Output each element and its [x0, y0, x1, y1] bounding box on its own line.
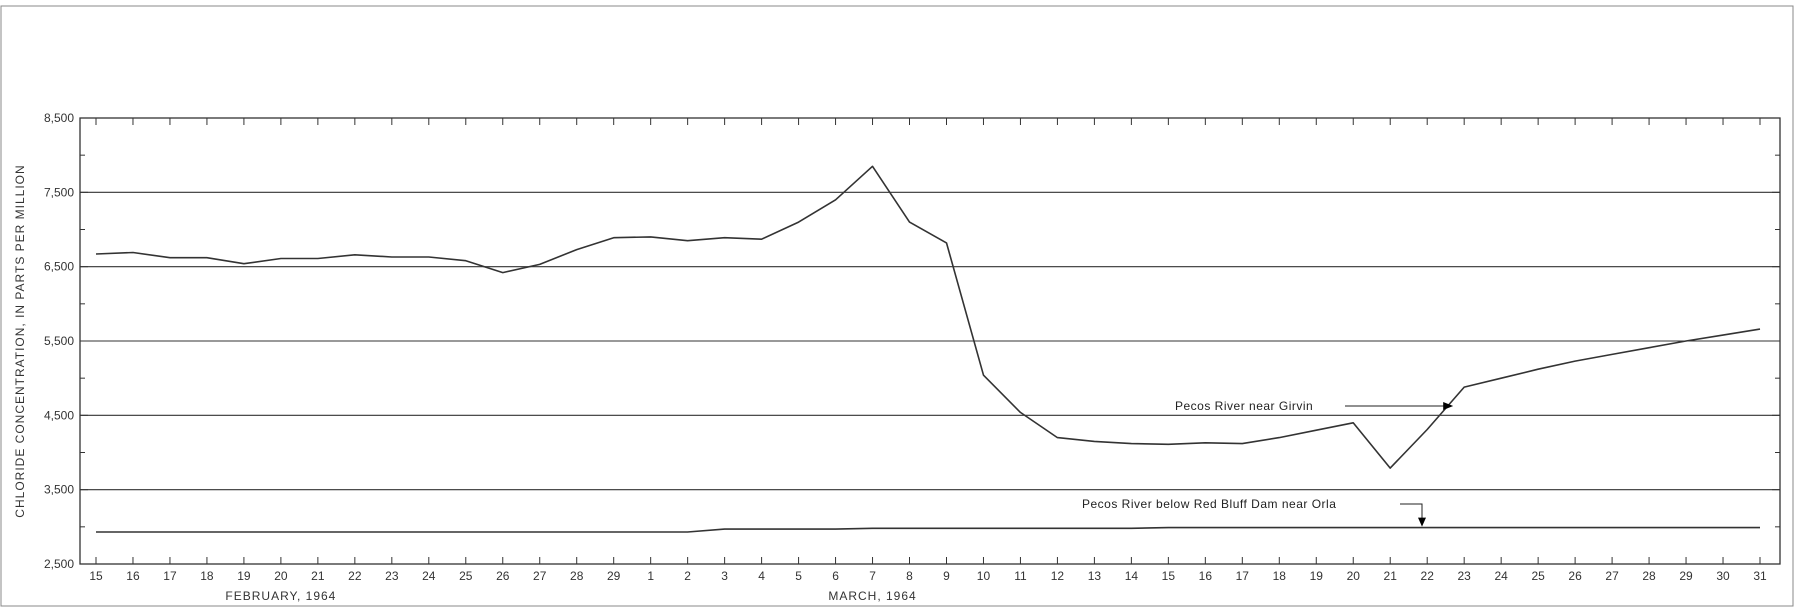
y-tick-label: 2,500: [44, 557, 74, 571]
y-tick-label: 8,500: [44, 111, 74, 125]
x-tick-label: 31: [1753, 569, 1767, 583]
annotation-orla: Pecos River below Red Bluff Dam near Orl…: [1082, 497, 1336, 511]
x-tick-label: 22: [1421, 569, 1435, 583]
x-tick-label: 4: [758, 569, 765, 583]
x-tick-label: 19: [237, 569, 251, 583]
y-tick-label: 6,500: [44, 260, 74, 274]
x-tick-label: 11: [1014, 569, 1027, 583]
x-tick-label: 14: [1125, 569, 1139, 583]
x-tick-label: 15: [1162, 569, 1176, 583]
x-tick-label: 22: [348, 569, 362, 583]
x-tick-label: 17: [1236, 569, 1250, 583]
x-tick-label: 18: [200, 569, 214, 583]
grid: [80, 191, 1780, 491]
y-axis-label: CHLORIDE CONCENTRATION, IN PARTS PER MIL…: [13, 164, 27, 517]
series-line-0: [95, 165, 1761, 469]
x-tick-label: 28: [570, 569, 584, 583]
x-tick-label: 26: [496, 569, 510, 583]
x-tick-label: 27: [533, 569, 547, 583]
x-tick-label: 21: [1384, 569, 1398, 583]
x-tick-label: 15: [89, 569, 103, 583]
x-tick-label: 17: [163, 569, 177, 583]
x-tick-label: 12: [1051, 569, 1065, 583]
y-tick-label: 3,500: [44, 483, 74, 497]
month-labels: FEBRUARY, 1964 MARCH, 1964: [225, 589, 916, 603]
series-line-1: [96, 526, 1760, 533]
y-tick-label: 7,500: [44, 185, 74, 199]
annotation-arrow-line: [1400, 503, 1423, 522]
x-tick-label: 23: [385, 569, 399, 583]
x-tick-label: 13: [1088, 569, 1102, 583]
x-tick-label: 21: [311, 569, 325, 583]
x-tick-label: 7: [869, 569, 876, 583]
x-tick-label: 5: [795, 569, 802, 583]
x-tick-label: 18: [1273, 569, 1287, 583]
x-tick-label: 9: [943, 569, 950, 583]
x-tick-label: 23: [1457, 569, 1471, 583]
x-tick-label: 29: [607, 569, 621, 583]
figure-frame: [0, 5, 1794, 607]
month-label: FEBRUARY, 1964: [225, 589, 336, 603]
x-tick-label: 10: [977, 569, 991, 583]
x-tick-label: 24: [1494, 569, 1508, 583]
y-tick-label: 5,500: [44, 334, 74, 348]
month-label: MARCH, 1964: [828, 589, 916, 603]
annotation-arrowhead: [1443, 402, 1454, 410]
x-tick-label: 16: [126, 569, 140, 583]
x-tick-label: 2: [684, 569, 691, 583]
x-tick-label: 16: [1199, 569, 1213, 583]
y-tick-label: 4,500: [44, 408, 74, 422]
series: [95, 165, 1761, 533]
x-tick-label: 6: [832, 569, 839, 583]
x-tick-label: 30: [1716, 569, 1730, 583]
x-tick-label: 25: [459, 569, 473, 583]
x-tick-label: 8: [906, 569, 913, 583]
x-tick-label: 27: [1605, 569, 1619, 583]
y-ticks: 2,500 3,500 4,500 5,500 6,500 7,500 8,500: [44, 111, 1780, 571]
x-tick-label: 1: [647, 569, 654, 583]
x-tick-label: 29: [1679, 569, 1693, 583]
annotations: Pecos River near Girvin Pecos River below…: [1082, 399, 1454, 527]
x-tick-label: 20: [1347, 569, 1361, 583]
x-ticks: 15 16 17 18 19 20 21 22 23 24 25 26 27 28 29 1 2 3 4 5 6 7 8 9 1…: [89, 118, 1767, 583]
x-tick-label: 3: [721, 569, 728, 583]
x-tick-label: 25: [1531, 569, 1545, 583]
annotation-girvin: Pecos River near Girvin: [1175, 399, 1313, 413]
x-tick-label: 19: [1310, 569, 1324, 583]
x-tick-label: 20: [274, 569, 288, 583]
x-tick-label: 26: [1568, 569, 1582, 583]
x-tick-label: 28: [1642, 569, 1656, 583]
annotation-arrowhead: [1418, 517, 1426, 527]
x-tick-label: 24: [422, 569, 436, 583]
